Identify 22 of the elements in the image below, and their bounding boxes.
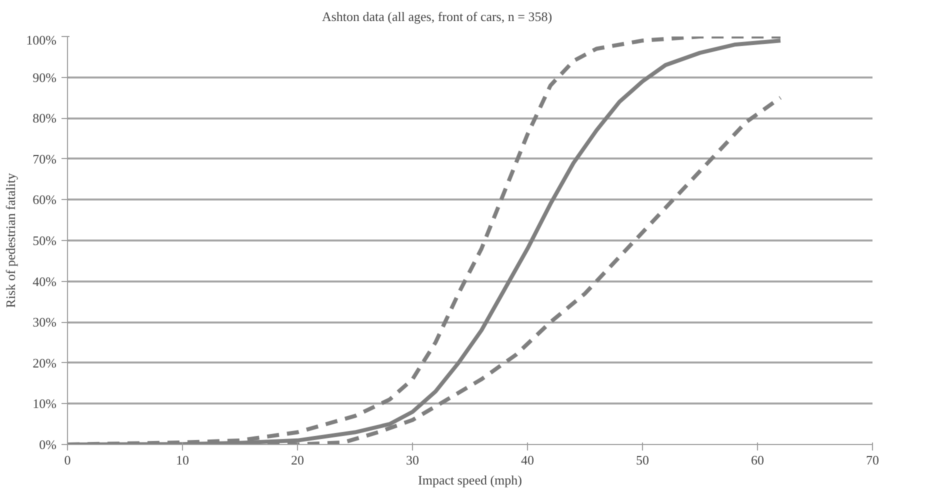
y-tick-label: 0% bbox=[39, 437, 57, 452]
x-tick-label: 70 bbox=[866, 452, 879, 468]
x-tick-label: 50 bbox=[636, 452, 649, 468]
y-tick-label: 80% bbox=[32, 110, 57, 126]
x-tick-label: 10 bbox=[176, 452, 189, 468]
y-tick-label: 100% bbox=[26, 32, 57, 48]
y-tick-label: 70% bbox=[32, 151, 57, 166]
x-tick-label: 40 bbox=[521, 452, 534, 468]
text: Ashton data (all ages, front of cars, n = 358) bbox=[322, 9, 552, 25]
y-tick-label: 10% bbox=[32, 396, 57, 412]
y-tick-label: 60% bbox=[32, 192, 57, 208]
y-axis-title: Risk of pedestrian fatality bbox=[3, 172, 18, 308]
x-tick-label: 20 bbox=[291, 452, 304, 468]
y-tick-label: 30% bbox=[32, 314, 57, 330]
x-axis-title: Impact speed (mph) bbox=[418, 472, 522, 488]
y-tick-label: 40% bbox=[32, 274, 57, 289]
x-tick-label: 30 bbox=[406, 452, 419, 468]
x-tick-label: 60 bbox=[751, 452, 764, 468]
y-tick-label: 90% bbox=[32, 70, 57, 85]
x-tick-label: 0 bbox=[64, 452, 71, 468]
y-tick-label: 50% bbox=[32, 233, 57, 248]
y-tick-label: 20% bbox=[32, 355, 57, 370]
